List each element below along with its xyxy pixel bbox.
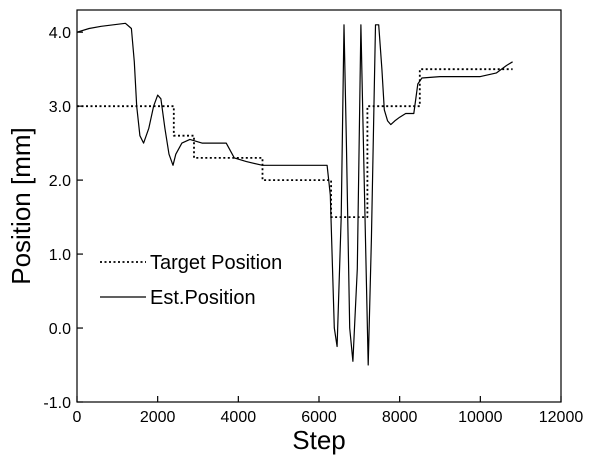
y-tick-label: 2.0 [49, 173, 71, 190]
plot-frame [76, 9, 562, 403]
series-line-target-position [77, 68, 513, 218]
x-tick-label: 4000 [221, 409, 257, 426]
x-tick-label: 2000 [140, 409, 176, 426]
x-tick-label: 12000 [539, 409, 584, 426]
x-tick-label: 0 [73, 409, 82, 426]
y-axis: -1.0 0.0 1.0 2.0 3.0 4.0 [43, 25, 83, 412]
x-tick-label: 6000 [301, 409, 337, 426]
legend-label: Est.Position [150, 287, 256, 309]
x-tick-label: 10000 [458, 409, 503, 426]
x-tick-label: 8000 [382, 409, 418, 426]
y-tick-label: 3.0 [49, 99, 71, 116]
plot-marks [76, 22, 513, 366]
y-axis-title: Position [mm] [6, 127, 36, 285]
y-tick-label: 4.0 [49, 25, 71, 42]
y-tick-label: 0.0 [49, 321, 71, 338]
y-tick-label: 1.0 [49, 247, 71, 264]
series-line-est-position [76, 22, 513, 366]
x-axis: 0 2000 4000 6000 8000 10000 12000 [73, 396, 584, 426]
legend: Target Position Est.Position [100, 252, 282, 309]
x-axis-title: Step [292, 425, 346, 455]
y-tick-label: -1.0 [43, 395, 71, 412]
legend-label: Target Position [150, 252, 282, 274]
